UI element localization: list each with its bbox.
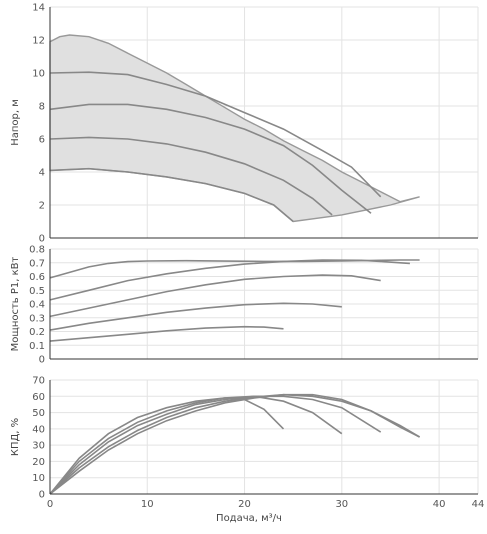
power-y-tick-label: 0.4 <box>29 300 45 311</box>
efficiency-y-tick-label: 10 <box>32 473 45 484</box>
head-y-tick-label: 12 <box>32 36 45 47</box>
power-chart-panel: 0 0.1 0.2 0.3 0.4 0.5 0.6 0.7 0.8 Мощность P1, кВ… <box>10 245 479 366</box>
efficiency-y-tick-label: 70 <box>32 376 45 387</box>
head-curve-3 <box>49 136 333 216</box>
efficiency-y-tick-label: 30 <box>32 441 45 452</box>
power-curve-3 <box>49 274 381 318</box>
efficiency-y-axis-label: КПД, % <box>10 418 21 456</box>
efficiency-y-tick-label: 20 <box>32 457 45 468</box>
x-tick-label: 40 <box>433 499 446 510</box>
head-y-tick-label: 4 <box>39 168 45 179</box>
head-y-axis-label: Напор, м <box>10 99 21 146</box>
efficiency-curve-5 <box>49 393 420 495</box>
power-y-tick-label: 0.6 <box>29 272 45 283</box>
efficiency-curve-2 <box>49 395 343 495</box>
head-y-tick-label: 10 <box>32 69 45 80</box>
x-tick-label: 10 <box>141 499 154 510</box>
power-y-tick-label: 0.7 <box>29 258 45 269</box>
power-y-tick-label: 0.8 <box>29 245 45 256</box>
head-y-tick-label: 14 <box>32 3 45 14</box>
power-y-tick-label: 0.5 <box>29 286 45 297</box>
power-y-tick-label: 0 <box>39 355 45 366</box>
operating-range-area <box>49 34 420 223</box>
power-curve-5 <box>49 325 284 342</box>
efficiency-curve-1 <box>49 397 285 495</box>
head-curve-2 <box>49 103 372 214</box>
power-curve-2 <box>49 259 410 301</box>
head-curve-4 <box>49 167 294 223</box>
power-y-tick-label: 0.1 <box>29 341 45 352</box>
efficiency-chart-panel: 0 10 20 30 40 50 60 70 КПД, % 0 10 20 30 40 44 Подача, … <box>10 376 484 525</box>
x-tick-label: 20 <box>238 499 251 510</box>
head-curve-1 <box>49 71 382 198</box>
head-y-tick-label: 6 <box>39 135 45 146</box>
power-y-axis-label: Мощность P1, кВт <box>10 256 21 351</box>
head-chart-panel: 0 2 4 6 8 10 12 14 Напор, м <box>10 3 479 245</box>
efficiency-y-tick-label: 40 <box>32 424 45 435</box>
power-y-tick-label: 0.3 <box>29 313 45 324</box>
power-curve-4 <box>49 302 342 331</box>
head-y-tick-label: 8 <box>39 102 45 113</box>
head-y-tick-label: 2 <box>39 201 45 212</box>
x-tick-label: 0 <box>47 499 53 510</box>
x-tick-label: 44 <box>472 499 485 510</box>
efficiency-y-tick-label: 60 <box>32 392 45 403</box>
x-tick-label: 30 <box>335 499 348 510</box>
efficiency-y-tick-label: 50 <box>32 408 45 419</box>
x-axis-label: Подача, м³/ч <box>216 513 282 524</box>
efficiency-curve-3 <box>49 395 382 495</box>
head-y-tick-label: 0 <box>39 234 45 245</box>
efficiency-y-tick-label: 0 <box>39 490 45 501</box>
power-y-tick-label: 0.2 <box>29 327 45 338</box>
